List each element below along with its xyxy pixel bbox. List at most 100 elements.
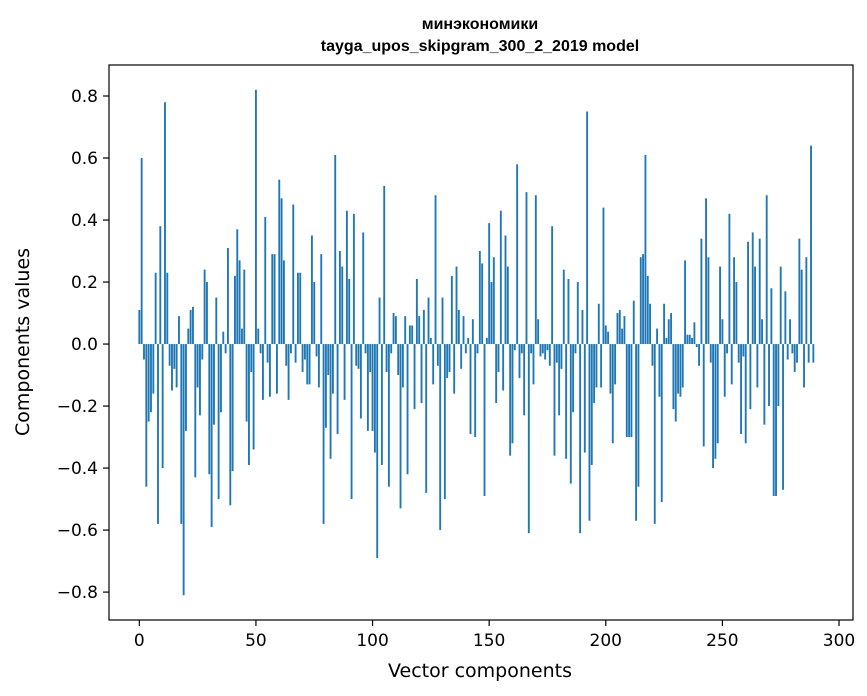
bar: [378, 297, 381, 345]
x-tick-label: 250: [706, 631, 738, 651]
bar: [341, 266, 344, 345]
bar: [404, 316, 407, 345]
bar: [705, 198, 707, 345]
bar: [383, 185, 386, 345]
bar: [628, 344, 631, 438]
bar: [518, 344, 521, 379]
bar: [180, 344, 183, 524]
bar: [224, 344, 227, 354]
bar: [257, 328, 260, 345]
bar: [588, 344, 591, 521]
bar: [485, 337, 488, 345]
y-tick-label: 0.8: [71, 87, 98, 107]
bar: [586, 111, 589, 345]
bar: [390, 344, 393, 354]
bar: [593, 344, 596, 403]
bar: [798, 238, 801, 345]
bar: [474, 344, 477, 438]
bar: [567, 278, 570, 345]
bar: [338, 251, 341, 345]
bar: [350, 344, 353, 500]
bar: [565, 344, 568, 459]
bar: [630, 344, 633, 438]
x-tick-label: 300: [823, 631, 855, 651]
bar: [693, 322, 696, 345]
bar: [504, 235, 507, 345]
bar: [471, 319, 474, 345]
bar: [686, 334, 689, 345]
bar: [266, 344, 269, 363]
bar: [716, 344, 719, 444]
bar: [229, 344, 232, 506]
x-tick-label: 0: [134, 631, 145, 651]
bar: [415, 278, 418, 345]
bar: [499, 210, 502, 345]
bar: [164, 102, 166, 345]
bar: [154, 272, 157, 345]
bar: [178, 316, 180, 345]
bar: [455, 266, 458, 345]
bar: [618, 309, 621, 345]
bar: [359, 344, 362, 419]
bar: [231, 344, 234, 472]
bar: [436, 344, 439, 366]
bar: [450, 275, 453, 345]
bar: [478, 251, 481, 345]
y-tick-label: −0.6: [57, 521, 98, 541]
bar: [530, 344, 533, 354]
bar: [453, 344, 456, 394]
bar: [208, 344, 211, 475]
bar: [264, 216, 267, 345]
bar: [751, 232, 754, 345]
bar: [366, 344, 369, 431]
bar: [763, 344, 766, 425]
bar: [273, 254, 276, 345]
bar: [166, 272, 169, 345]
bar: [779, 266, 782, 345]
bar: [464, 344, 467, 354]
bar: [278, 179, 281, 345]
bar: [677, 344, 680, 394]
bar: [387, 344, 390, 487]
bar: [660, 344, 663, 503]
bar: [355, 344, 358, 366]
bar: [672, 344, 675, 410]
bar: [373, 344, 376, 453]
bar: [534, 195, 537, 345]
bar: [539, 344, 542, 357]
bar: [310, 235, 313, 345]
bar: [271, 254, 274, 345]
bar: [560, 344, 563, 369]
bar: [597, 303, 600, 345]
bar: [196, 344, 199, 388]
bar: [644, 154, 647, 345]
bar: [187, 328, 190, 345]
bar: [147, 344, 150, 422]
bar: [252, 344, 255, 450]
bar: [168, 344, 171, 366]
bar: [777, 344, 780, 407]
bar: [161, 344, 164, 469]
x-tick-label: 100: [356, 631, 388, 651]
bar: [651, 344, 654, 366]
bar: [138, 309, 141, 345]
y-tick-label: 0.2: [71, 273, 98, 293]
bar: [245, 344, 248, 422]
y-tick-label: −0.4: [57, 459, 98, 479]
bar: [670, 313, 673, 345]
bar: [299, 272, 302, 345]
bar: [516, 164, 519, 345]
bar: [812, 344, 815, 363]
bar: [268, 344, 271, 397]
bar: [702, 344, 705, 447]
bar: [171, 344, 173, 391]
bar: [544, 344, 547, 360]
y-tick-label: 0.6: [71, 149, 98, 169]
x-tick-label: 150: [473, 631, 505, 651]
bar: [392, 313, 395, 345]
bar: [562, 269, 565, 345]
bar: [425, 344, 428, 493]
bar: [756, 344, 759, 388]
bar: [411, 325, 414, 345]
bar: [506, 266, 509, 345]
